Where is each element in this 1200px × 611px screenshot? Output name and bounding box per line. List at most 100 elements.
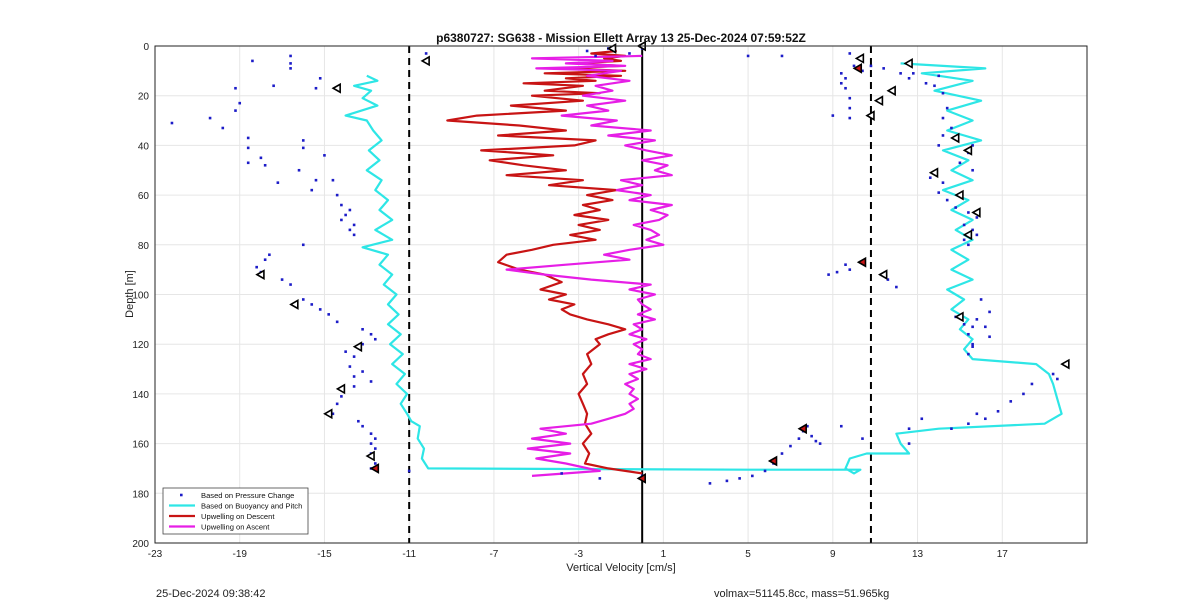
pressure-point xyxy=(945,106,949,110)
pressure-point xyxy=(310,303,314,306)
triangle-marker xyxy=(289,299,299,310)
triangle-marker xyxy=(854,53,865,64)
pressure-point xyxy=(289,62,292,65)
pressure-point xyxy=(369,432,373,435)
pressure-point xyxy=(361,424,364,428)
pressure-point xyxy=(276,181,280,184)
pressure-point xyxy=(899,72,902,75)
y-tick-label: 160 xyxy=(132,440,149,451)
pressure-point xyxy=(221,126,225,130)
pressure-point xyxy=(738,477,741,480)
pressure-point xyxy=(962,238,966,242)
pressure-point xyxy=(814,439,818,443)
pressure-point xyxy=(924,81,928,85)
pressure-point xyxy=(1051,372,1055,376)
pressure-point xyxy=(810,434,813,438)
pressure-point xyxy=(861,437,864,440)
legend: Based on Pressure Change Based on Buoyanc… xyxy=(162,487,309,535)
chart-title: p6380727: SG638 - Mission Ellett Array 1… xyxy=(436,31,806,45)
pressure-point xyxy=(967,422,970,426)
pressure-point xyxy=(780,452,784,455)
triangle-marker xyxy=(636,473,646,484)
pressure-point xyxy=(373,447,377,450)
pressure-point xyxy=(962,323,966,326)
pressure-point xyxy=(763,469,767,473)
pressure-point xyxy=(835,270,839,274)
pressure-point xyxy=(335,320,339,324)
pressure-point xyxy=(907,442,911,445)
pressure-point xyxy=(988,310,991,314)
pressure-point xyxy=(975,216,979,219)
y-tick-label: 40 xyxy=(138,141,150,152)
x-tick-label: 1 xyxy=(661,549,667,560)
pressure-point xyxy=(895,285,898,289)
pressure-point xyxy=(1056,377,1059,381)
y-tick-label: 20 xyxy=(138,92,150,103)
x-tick-label: 17 xyxy=(997,549,1009,560)
x-tick-label: -7 xyxy=(489,549,498,560)
pressure-point xyxy=(907,77,911,80)
pressure-point xyxy=(1030,382,1034,386)
triangle-marker xyxy=(886,85,896,97)
pressure-point xyxy=(941,91,945,95)
pressure-point xyxy=(839,81,843,85)
pressure-point xyxy=(789,444,792,448)
triangle-marker xyxy=(950,132,960,144)
triangle-marker xyxy=(954,189,964,201)
pressure-point xyxy=(352,355,356,358)
pressure-point xyxy=(373,337,377,341)
pressure-point xyxy=(323,154,326,157)
pressure-point xyxy=(340,395,343,398)
pressure-point xyxy=(818,442,822,445)
pressure-point xyxy=(971,345,974,348)
pressure-point xyxy=(988,335,991,339)
series-line xyxy=(505,54,673,477)
x-tick-labels: -23 -19 -15 -11 -7 -3 1 5 9 13 17 xyxy=(148,549,1008,560)
pressure-point xyxy=(975,318,979,321)
pressure-point xyxy=(289,67,292,70)
pressure-point xyxy=(327,313,330,316)
triangle-marker xyxy=(878,269,888,280)
pressure-point xyxy=(839,424,843,428)
pressure-point xyxy=(869,64,873,68)
pressure-point xyxy=(340,218,343,222)
legend-label: Upwelling on Ascent xyxy=(201,523,270,532)
series-layer xyxy=(344,49,1063,477)
footer-timestamp: 25-Dec-2024 09:38:42 xyxy=(156,588,266,600)
pressure-point xyxy=(967,332,970,336)
y-tick-labels: 0 20 40 60 80 100 120 140 160 180 200 xyxy=(132,42,149,550)
pressure-point xyxy=(928,176,932,180)
pressure-point xyxy=(628,52,631,55)
pressure-point xyxy=(585,49,589,53)
pressure-point xyxy=(827,273,830,276)
pressure-point xyxy=(369,442,373,445)
pressure-point xyxy=(369,380,373,383)
pressure-point xyxy=(945,198,949,202)
pressure-point xyxy=(352,223,356,227)
pressure-point xyxy=(170,121,174,125)
pressure-point xyxy=(958,161,962,165)
pressure-point xyxy=(861,69,864,73)
triangle-marker xyxy=(971,207,981,218)
pressure-point xyxy=(263,258,267,262)
pressure-point xyxy=(361,327,364,331)
pressure-point xyxy=(907,427,911,430)
pressure-point xyxy=(941,116,945,120)
triangle-marker xyxy=(323,408,333,420)
pressure-point xyxy=(848,96,852,100)
pressure-point xyxy=(598,477,602,480)
pressure-point xyxy=(373,462,377,465)
pressure-point xyxy=(255,265,258,269)
pressure-point xyxy=(424,52,428,55)
y-tick-label: 200 xyxy=(132,539,149,550)
pressure-point xyxy=(348,208,352,212)
pressure-point xyxy=(848,116,852,120)
pressure-point xyxy=(844,77,847,80)
triangle-marker xyxy=(903,58,913,69)
plot-frame xyxy=(154,45,1088,544)
triangle-marker xyxy=(255,269,265,280)
pressure-point xyxy=(268,253,271,257)
pressure-point xyxy=(234,86,237,90)
pressure-point xyxy=(348,228,352,232)
